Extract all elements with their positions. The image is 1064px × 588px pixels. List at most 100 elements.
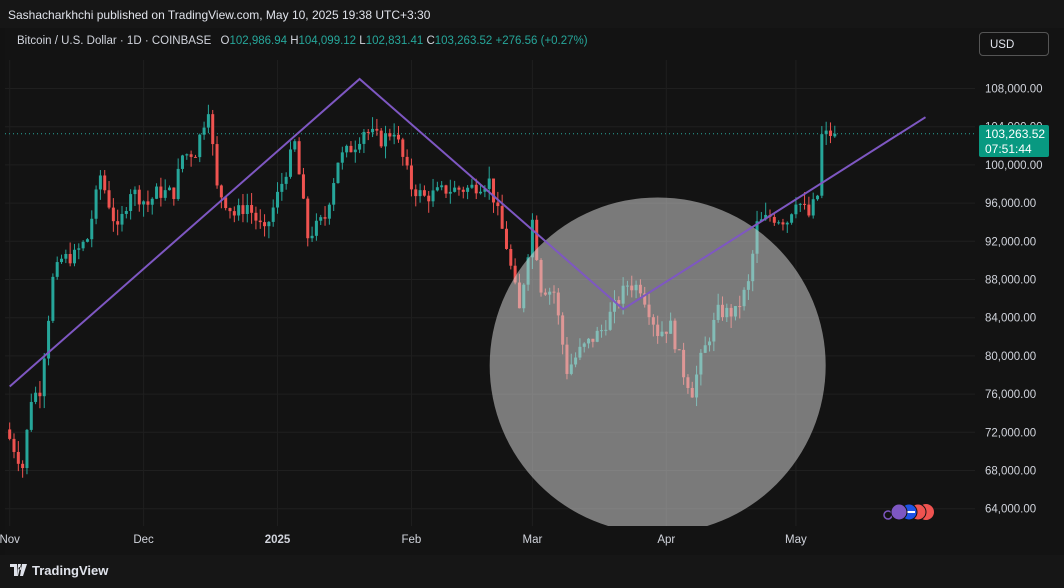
candle	[81, 240, 85, 252]
candle	[116, 209, 120, 236]
candle-body	[81, 241, 85, 249]
candle-body	[422, 190, 426, 196]
candle	[258, 209, 262, 229]
candle	[168, 185, 172, 191]
candle-body	[828, 130, 832, 136]
candle	[401, 137, 405, 166]
candle-body	[297, 141, 301, 175]
candle	[332, 178, 336, 211]
candle-body	[159, 186, 163, 198]
candle	[241, 194, 245, 223]
trendline-group	[9, 77, 927, 388]
candle	[8, 422, 12, 441]
candle	[314, 213, 318, 241]
y-tick-label: 84,000.00	[985, 313, 1036, 325]
candle-body	[396, 134, 400, 140]
candle	[163, 179, 167, 201]
candle	[263, 214, 267, 237]
candle	[254, 206, 258, 230]
candle-body	[250, 205, 254, 213]
candle-body	[392, 134, 396, 137]
candle	[103, 170, 107, 194]
bar-countdown: 07:51:44	[985, 142, 1032, 156]
candle	[51, 273, 55, 323]
candle	[781, 218, 785, 231]
candle-body	[64, 254, 68, 259]
candle-body	[116, 221, 120, 225]
candle-body	[816, 195, 820, 200]
candle-body	[466, 187, 470, 192]
candle-body	[448, 191, 452, 194]
candle-body	[427, 195, 431, 202]
footer-bar	[0, 555, 1064, 588]
candle	[176, 158, 180, 201]
candle-body	[418, 190, 422, 197]
candle	[349, 141, 353, 153]
highlight-circle	[489, 197, 826, 526]
candle	[375, 118, 379, 136]
candle-body	[340, 152, 344, 163]
candle-body	[163, 190, 167, 198]
candle-body	[366, 131, 370, 133]
candle-body	[794, 204, 798, 215]
candle	[142, 200, 146, 217]
candle-body	[405, 156, 409, 166]
candle	[250, 193, 254, 224]
candle	[379, 128, 383, 149]
candle-body	[72, 249, 76, 264]
candle-body	[124, 211, 128, 214]
candle-body	[444, 185, 448, 194]
candle-body	[500, 206, 504, 229]
candle	[785, 221, 789, 233]
candle	[85, 238, 89, 243]
candle	[180, 154, 184, 173]
candle-body	[306, 198, 310, 239]
candle	[345, 144, 349, 158]
candle-body	[496, 202, 500, 207]
high-label: H	[290, 35, 299, 47]
candle-body	[16, 451, 20, 464]
candle-body	[327, 204, 331, 219]
y-tick-label: 72,000.00	[985, 427, 1036, 439]
candle	[777, 220, 781, 225]
candle-body	[60, 258, 64, 263]
candle	[833, 125, 837, 138]
candle	[820, 126, 824, 199]
candle-body	[94, 189, 98, 219]
candle	[159, 177, 163, 207]
candle	[336, 162, 340, 184]
candle	[137, 185, 141, 212]
candle	[72, 243, 76, 267]
publisher-info: Sashacharkhchi published on TradingView.…	[8, 8, 431, 22]
trendline	[9, 77, 927, 388]
candle-body	[513, 265, 517, 283]
candle-body	[790, 214, 794, 223]
candle	[77, 243, 81, 260]
candle-body	[358, 143, 362, 150]
candle	[267, 220, 271, 239]
candle	[224, 196, 228, 211]
low-value: 102,831.41	[365, 35, 424, 47]
candle-body	[51, 276, 55, 321]
candle-body	[276, 191, 280, 208]
candle	[824, 121, 828, 145]
candle-body	[168, 187, 172, 191]
candle-body	[271, 207, 275, 222]
candle	[60, 254, 64, 264]
candle-body	[68, 254, 72, 264]
candle	[29, 393, 33, 432]
candle-body	[820, 134, 824, 196]
tradingview-logo[interactable]: TradingView	[10, 563, 108, 578]
candle	[146, 190, 150, 213]
candle	[288, 141, 292, 179]
currency-button[interactable]: USD	[979, 32, 1049, 56]
candle	[202, 121, 206, 140]
y-tick-label: 64,000.00	[985, 504, 1036, 516]
candle	[189, 150, 193, 167]
time-axis: Nov Dec 2025 Feb Mar Apr May	[0, 534, 807, 546]
close-label: C	[426, 35, 435, 47]
candle-body	[824, 130, 828, 135]
symbol-legend: Bitcoin / U.S. Dollar · 1D · COINBASE O1…	[17, 35, 588, 47]
candle	[245, 193, 249, 223]
